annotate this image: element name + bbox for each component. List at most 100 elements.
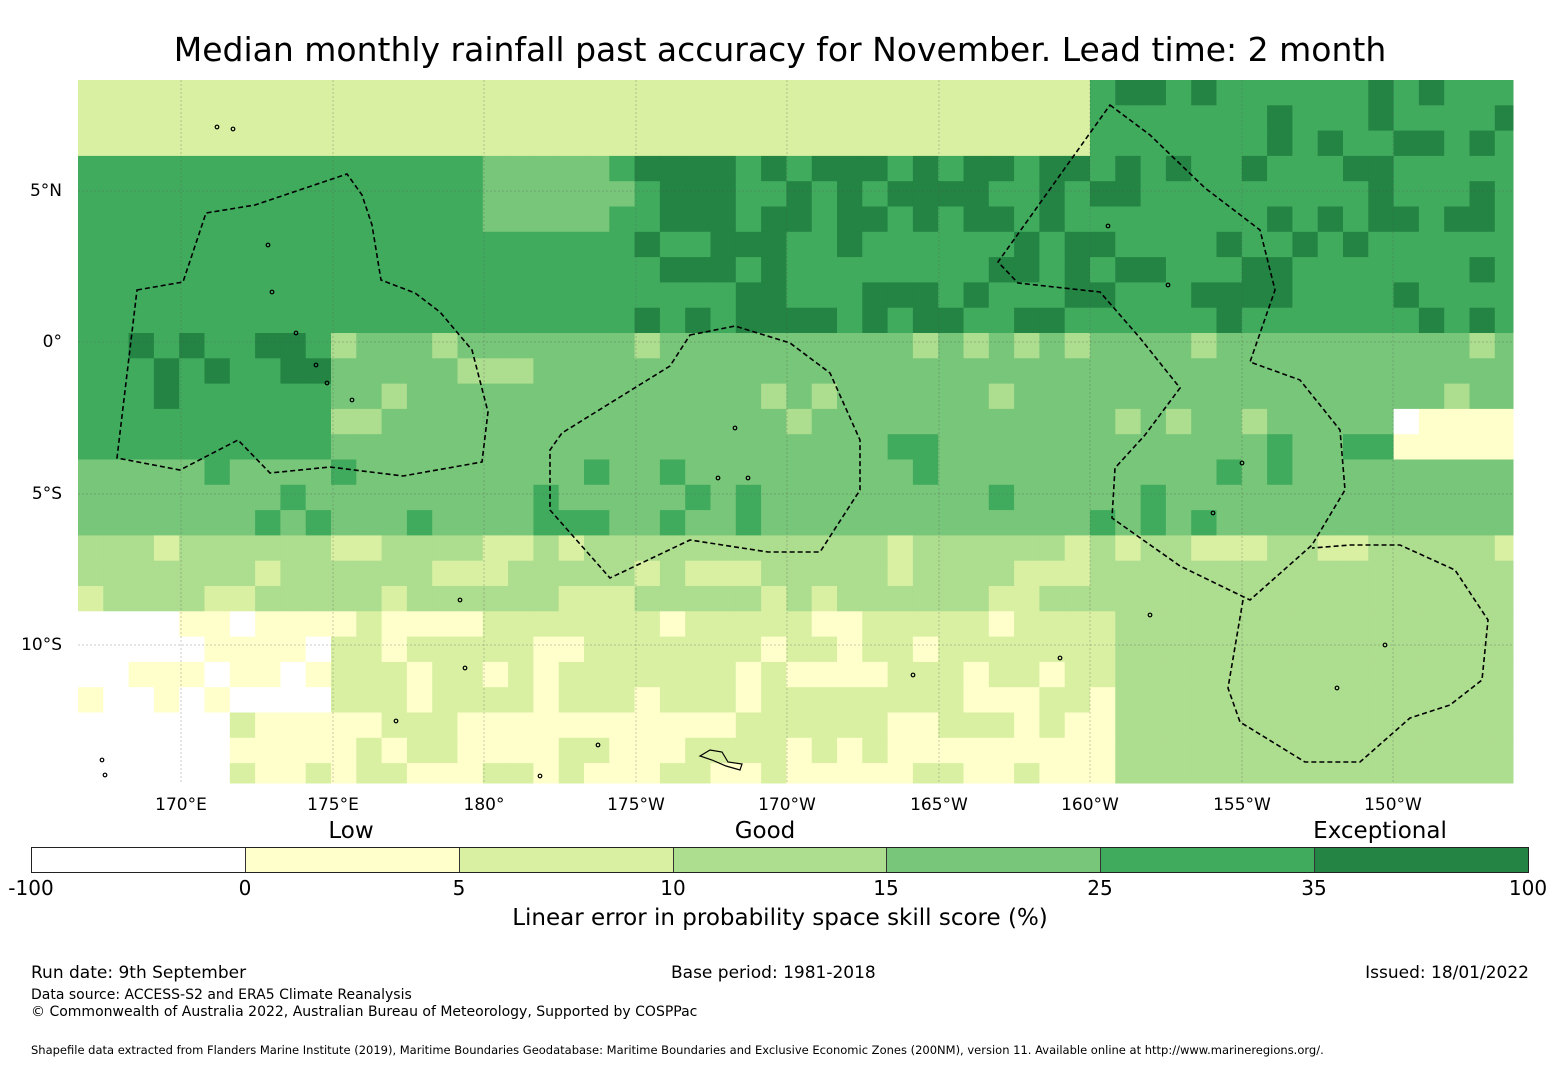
skill-cell [938,586,964,612]
skill-cell [229,257,256,283]
skill-cell [305,661,332,688]
skill-cell [1267,535,1293,562]
skill-cell [761,510,787,536]
skill-cell [1064,80,1091,106]
skill-cell [1039,383,1066,410]
skill-cell [1317,687,1344,713]
skill-cell [1368,358,1395,385]
skill-cell [432,80,458,106]
skill-cell [786,737,813,764]
skill-cell [761,737,787,764]
skill-cell [1165,737,1192,764]
skill-cell [482,737,509,764]
skill-cell [609,535,636,562]
skill-cell [406,712,433,739]
skill-cell [786,105,813,132]
skill-cell [1014,383,1040,410]
skill-cell [963,484,990,511]
skill-cell [862,130,889,157]
skill-cell [1014,661,1040,688]
skill-cell [1216,510,1243,536]
skill-cell [1014,307,1040,334]
skill-cell [963,737,990,764]
skill-cell [1014,358,1040,385]
skill-cell [78,687,104,713]
skill-cell [1090,763,1116,784]
skill-cell [837,510,863,536]
skill-cell [1090,434,1116,460]
skill-cell [1444,282,1470,309]
skill-cell [103,181,130,207]
skill-cell [735,459,762,486]
skill-cell [78,206,104,233]
skill-cell [1343,181,1369,207]
skill-cell [609,763,636,784]
skill-cell [710,231,737,258]
skill-cell [1317,484,1344,511]
skill-cell [103,130,130,157]
skill-cell [1444,535,1470,562]
skill-cell [1494,763,1514,784]
skill-cell [837,307,863,334]
skill-cell [1191,459,1217,486]
skill-cell [1191,712,1217,739]
skill-cell [1064,434,1091,460]
skill-cell [331,333,357,359]
skill-cell [432,408,458,435]
skill-cell [229,333,256,359]
skill-cell [1393,80,1420,106]
skill-cell [1418,459,1445,486]
skill-cell [153,383,180,410]
skill-cell [179,763,205,784]
skill-cell [761,611,787,638]
skill-cell [887,434,914,460]
skill-cell [1418,510,1445,536]
skill-cell [280,687,307,713]
skill-cell [508,560,534,587]
skill-cell [153,459,180,486]
skill-cell [229,408,256,435]
skill-cell [837,181,863,207]
skill-cell [1140,434,1167,460]
skill-cell [761,231,787,258]
skill-cell [78,333,104,359]
skill-cell [558,80,585,106]
skill-cell [938,763,964,784]
skill-cell [659,636,686,663]
skill-cell [634,155,661,182]
skill-cell [1191,510,1217,536]
skill-cell [103,257,130,283]
skill-cell [78,763,104,784]
skill-cell [1393,459,1420,486]
skill-cell [558,611,585,638]
skill-cell [685,358,711,385]
skill-cell [887,257,914,283]
skill-cell [1090,130,1116,157]
skill-cell [963,383,990,410]
skill-cell [1090,661,1116,688]
skill-cell [811,687,838,713]
skill-cell [1343,105,1369,132]
skill-cell [533,611,560,638]
skill-cell [1317,105,1344,132]
skill-cell [255,510,281,536]
skill-cell [432,282,458,309]
skill-cell [634,434,661,460]
skill-cell [634,611,661,638]
skill-cell [811,712,838,739]
skill-cell [508,459,534,486]
skill-cell [78,155,104,182]
skill-cell [229,484,256,511]
skill-cell [963,535,990,562]
skill-cell [862,383,889,410]
skill-cell [128,459,155,486]
lon-label-150w: 150°W [1364,795,1422,815]
skill-cell [735,712,762,739]
skill-cell [204,510,231,536]
skill-cell [811,181,838,207]
skill-cell [482,586,509,612]
skill-cell [255,737,281,764]
lon-label-175w: 175°W [607,795,665,815]
skill-cell [609,155,636,182]
skill-cell [1418,687,1445,713]
